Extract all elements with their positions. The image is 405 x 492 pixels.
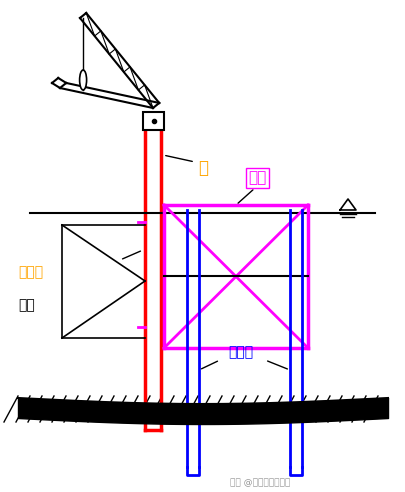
Text: 导环: 导环 [18,298,35,312]
Text: 栦: 栦 [198,159,208,177]
Text: 钒板栦: 钒板栦 [18,265,43,279]
Ellipse shape [80,70,87,90]
Bar [143,112,164,130]
Text: 头条 @建筑工程一点通: 头条 @建筑工程一点通 [230,478,290,487]
Text: 围图: 围图 [248,171,266,185]
Text: 定位栦: 定位栦 [228,345,253,359]
